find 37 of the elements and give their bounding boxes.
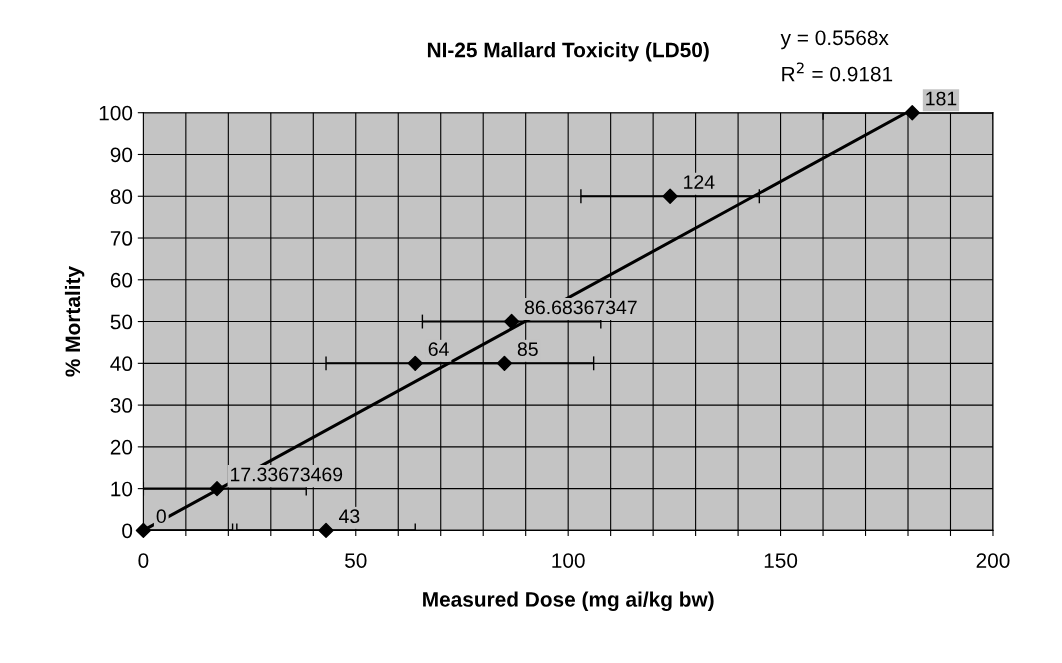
annotation: 181 [926, 91, 957, 106]
y-tick-label: 100 [99, 105, 133, 121]
y-tick-label: 60 [110, 272, 133, 288]
point [318, 522, 334, 539]
annotation: 86.68367347 [524, 300, 637, 315]
point [496, 355, 513, 371]
point [135, 522, 152, 539]
point [209, 480, 225, 497]
x-tick-label: 150 [764, 553, 798, 568]
text: R$^{2}$ = 0.9181 [782, 62, 893, 82]
x-tick-label: 100 [552, 553, 585, 568]
annotation: 64 [428, 342, 449, 357]
y-tick-label: 10 [111, 481, 133, 497]
chart-title: NI-25 Mallard Toxicity (LD50) [427, 42, 709, 62]
x-tick-label: 200 [976, 553, 1010, 568]
annotation: 17.33673469 [231, 467, 343, 482]
annotation: 0 [156, 509, 166, 524]
point [407, 355, 423, 371]
y-tick-label: 90 [110, 147, 133, 163]
point [904, 105, 920, 121]
annotation: 43 [338, 509, 360, 524]
point [503, 313, 520, 330]
point [662, 188, 678, 204]
y-tick-label: 30 [110, 398, 133, 413]
annotation: 124 [684, 175, 715, 189]
y-tick-label: 80 [110, 189, 133, 204]
x-axis-title: Measured Dose (mg ai/kg bw) [423, 591, 714, 611]
y-tick-label: 0 [122, 523, 133, 539]
y-axis-title: % Mortality [64, 266, 85, 377]
y-tick-label: 50 [110, 314, 133, 330]
y-tick-label: 70 [110, 231, 133, 246]
x-tick-label: 50 [345, 553, 367, 568]
y-tick-label: 20 [110, 439, 133, 455]
text: y = 0.5568x [780, 30, 889, 50]
annotation: 85 [517, 342, 538, 357]
y-tick-label: 40 [110, 356, 133, 372]
x-tick-label: 0 [138, 553, 149, 568]
